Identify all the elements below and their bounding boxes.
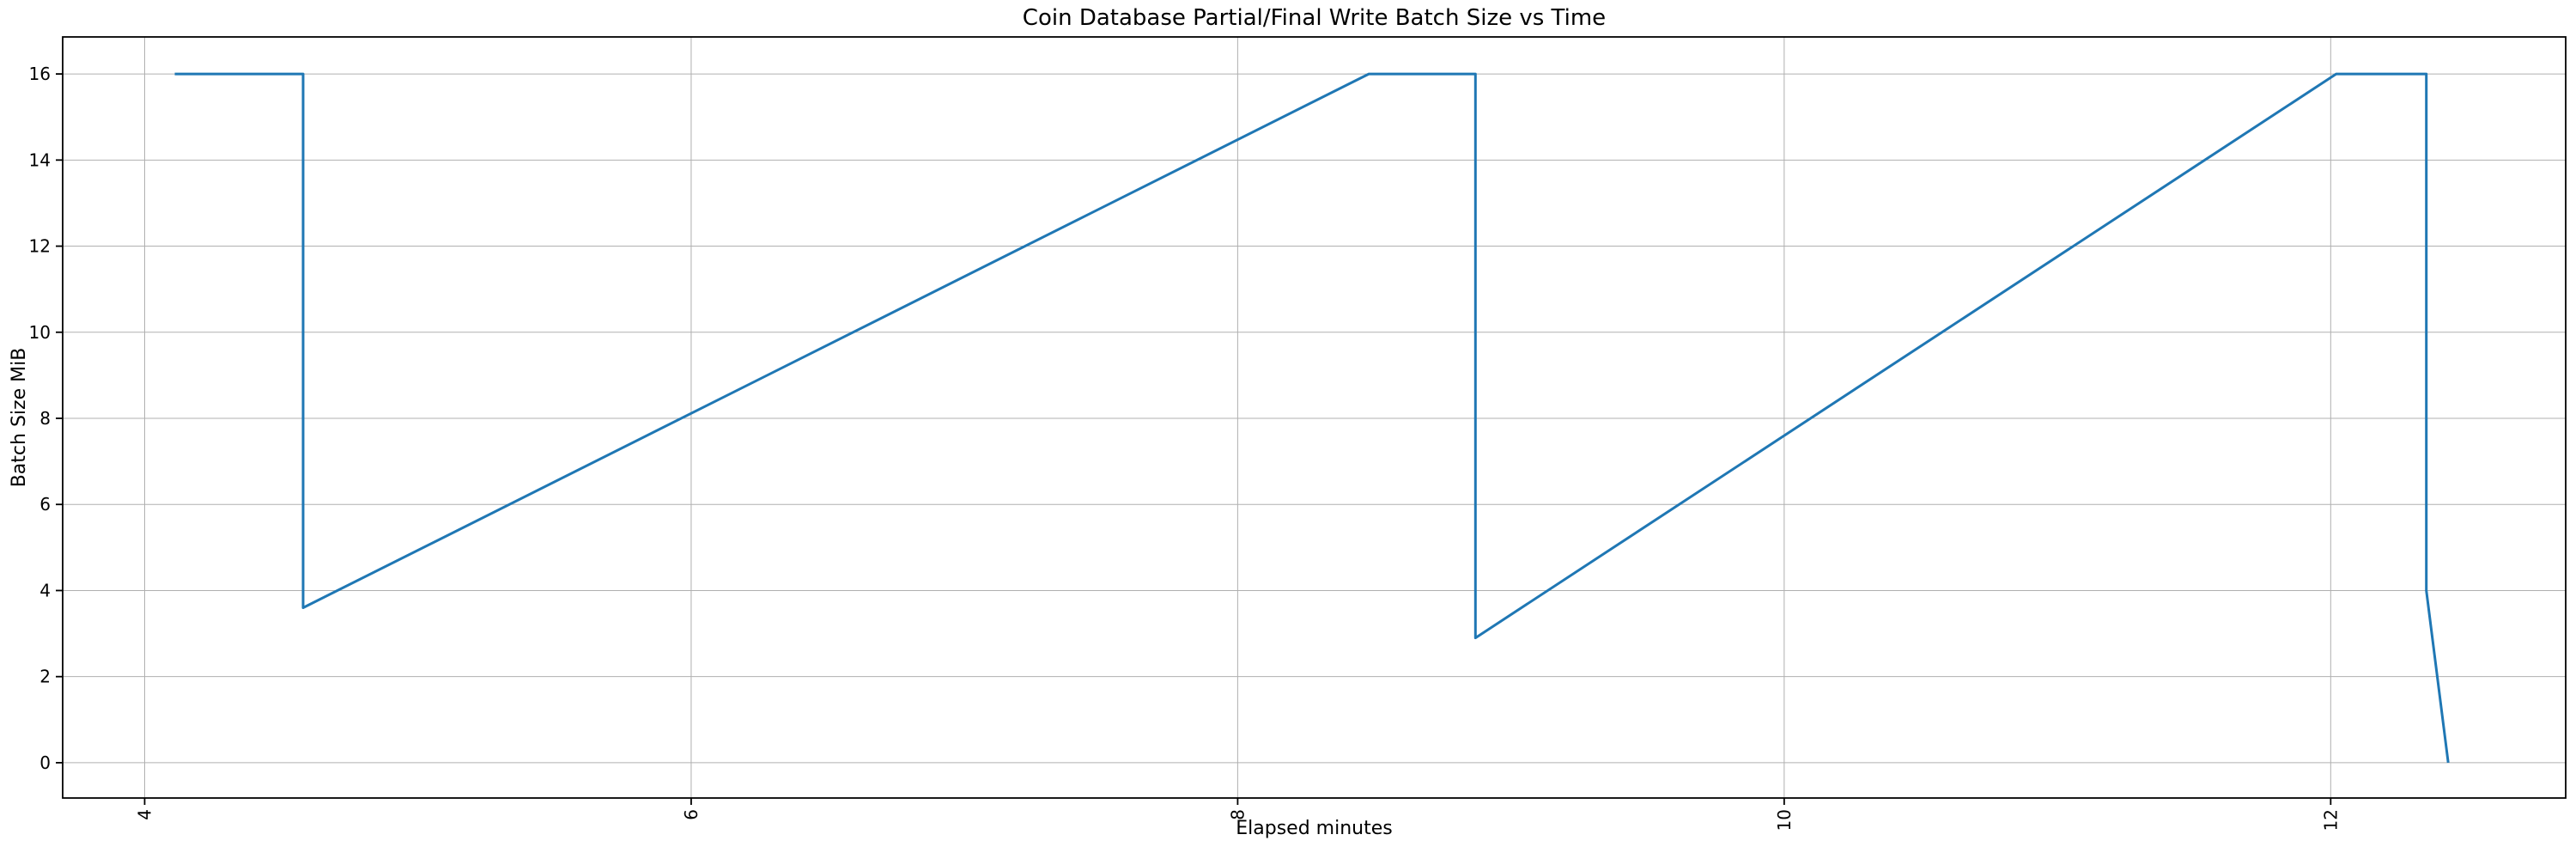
x-tick-label: 12 xyxy=(2320,809,2341,831)
y-tick-label: 10 xyxy=(29,322,51,343)
y-tick-label: 0 xyxy=(39,752,51,773)
y-tick-label: 14 xyxy=(29,149,51,170)
y-tick-label: 8 xyxy=(39,408,51,429)
y-tick-label: 16 xyxy=(29,64,51,84)
x-tick-label: 4 xyxy=(134,809,155,820)
y-tick-label: 12 xyxy=(29,236,51,257)
y-axis-label: Batch Size MiB xyxy=(9,347,30,488)
chart-title: Coin Database Partial/Final Write Batch … xyxy=(1022,5,1607,31)
plot-border xyxy=(62,36,2567,799)
x-tick-label: 6 xyxy=(681,809,702,820)
y-tick-label: 2 xyxy=(39,667,51,687)
x-tick-label: 10 xyxy=(1774,809,1795,831)
series-line xyxy=(174,72,2450,764)
x-tick-label: 8 xyxy=(1227,809,1248,820)
x-axis-label: Elapsed minutes xyxy=(1236,818,1393,839)
y-tick-label: 6 xyxy=(39,494,51,515)
y-tick-label: 4 xyxy=(39,580,51,600)
